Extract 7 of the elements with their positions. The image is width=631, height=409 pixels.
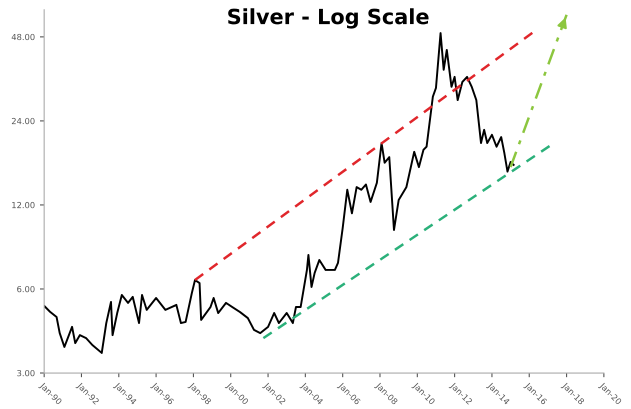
y-tick-label: 12.00 xyxy=(12,202,35,208)
y-tick-label: 48.00 xyxy=(12,34,35,40)
line-series xyxy=(44,32,515,354)
y-tick-label: 24.00 xyxy=(12,118,35,124)
chart-title: Silver - Log Scale xyxy=(228,8,429,29)
y-tick-label: 3.00 xyxy=(17,370,35,376)
y-tick-label: 6.00 xyxy=(17,286,35,292)
